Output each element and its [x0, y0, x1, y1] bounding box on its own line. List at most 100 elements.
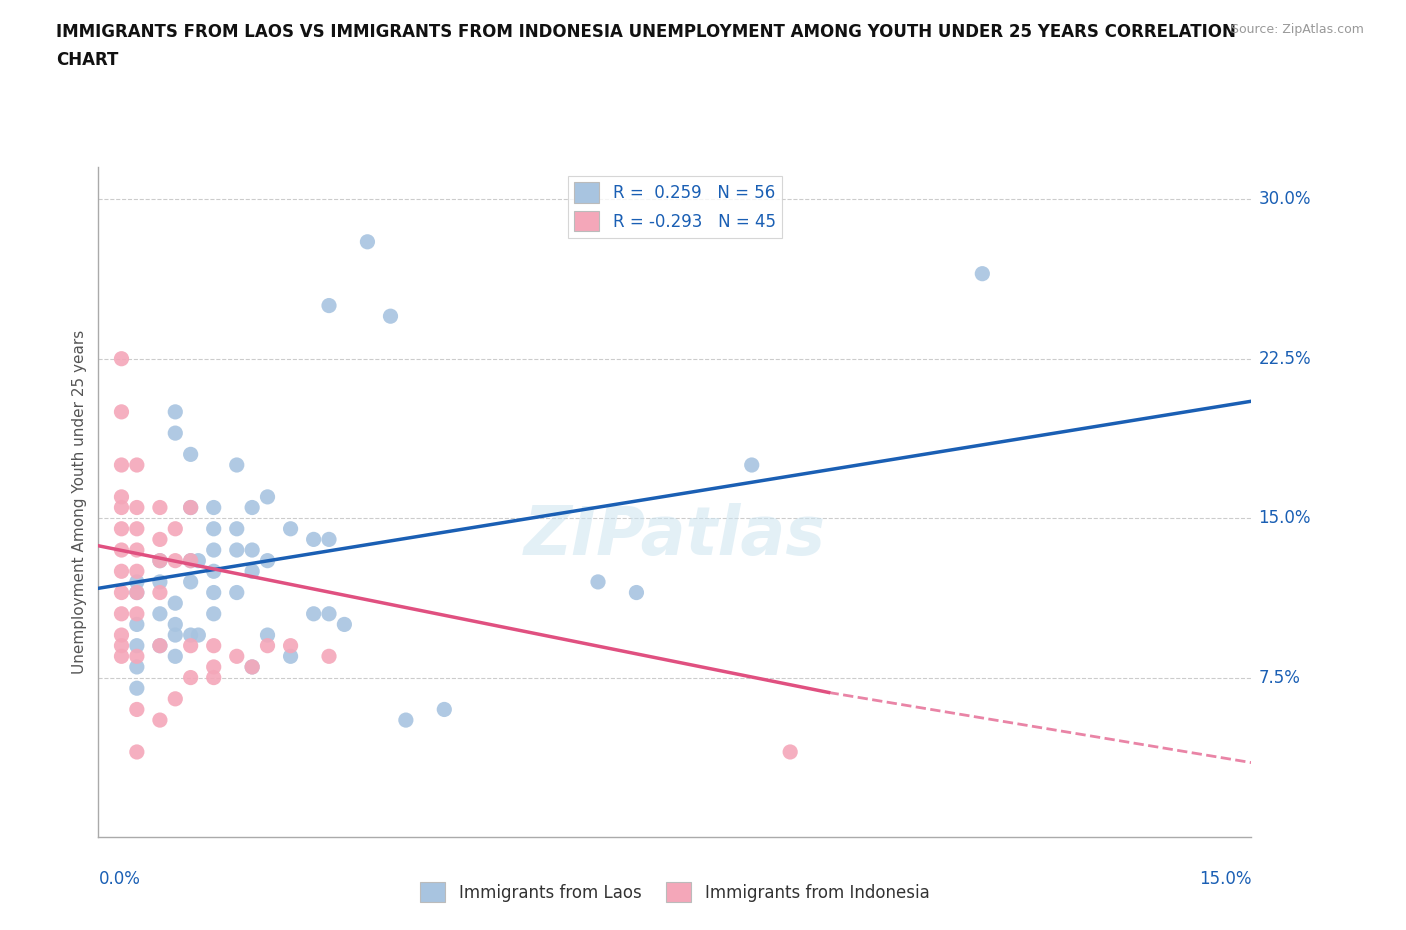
Point — [180, 628, 202, 643]
Point — [165, 522, 187, 537]
Point — [125, 500, 148, 515]
Point — [302, 532, 325, 547]
Point — [110, 564, 132, 578]
Point — [586, 575, 609, 590]
Point — [202, 500, 225, 515]
Text: 15.0%: 15.0% — [1258, 509, 1310, 527]
Point — [333, 617, 356, 631]
Point — [125, 564, 148, 578]
Point — [240, 659, 263, 674]
Point — [187, 553, 209, 568]
Point — [110, 585, 132, 600]
Point — [318, 649, 340, 664]
Point — [972, 266, 994, 281]
Text: 7.5%: 7.5% — [1258, 669, 1301, 686]
Point — [280, 522, 302, 537]
Text: 30.0%: 30.0% — [1258, 191, 1310, 208]
Point — [626, 585, 648, 600]
Point — [149, 585, 172, 600]
Point — [110, 638, 132, 653]
Point — [180, 500, 202, 515]
Point — [165, 553, 187, 568]
Point — [225, 585, 247, 600]
Point — [240, 659, 263, 674]
Point — [256, 628, 278, 643]
Point — [180, 575, 202, 590]
Point — [302, 606, 325, 621]
Point — [202, 606, 225, 621]
Point — [187, 628, 209, 643]
Point — [779, 745, 801, 760]
Point — [202, 542, 225, 557]
Point — [202, 585, 225, 600]
Point — [240, 500, 263, 515]
Point — [240, 564, 263, 578]
Point — [110, 489, 132, 504]
Point — [165, 596, 187, 611]
Point — [356, 234, 378, 249]
Point — [256, 489, 278, 504]
Point — [225, 542, 247, 557]
Point — [280, 638, 302, 653]
Point — [149, 606, 172, 621]
Point — [110, 649, 132, 664]
Point — [165, 426, 187, 441]
Point — [125, 585, 148, 600]
Point — [318, 606, 340, 621]
Point — [110, 500, 132, 515]
Point — [125, 681, 148, 696]
Point — [180, 500, 202, 515]
Point — [256, 553, 278, 568]
Point — [125, 458, 148, 472]
Point — [180, 553, 202, 568]
Point — [110, 352, 132, 366]
Point — [110, 458, 132, 472]
Text: CHART: CHART — [56, 51, 118, 69]
Point — [125, 659, 148, 674]
Point — [125, 585, 148, 600]
Point — [202, 671, 225, 685]
Point — [125, 702, 148, 717]
Text: Source: ZipAtlas.com: Source: ZipAtlas.com — [1230, 23, 1364, 36]
Point — [202, 659, 225, 674]
Text: 0.0%: 0.0% — [98, 870, 141, 887]
Text: ZIPatlas: ZIPatlas — [524, 503, 825, 568]
Point — [110, 522, 132, 537]
Point — [180, 447, 202, 462]
Point — [149, 712, 172, 727]
Point — [202, 522, 225, 537]
Point — [256, 638, 278, 653]
Point — [202, 564, 225, 578]
Point — [240, 542, 263, 557]
Point — [125, 575, 148, 590]
Point — [165, 691, 187, 706]
Point — [280, 649, 302, 664]
Point — [149, 575, 172, 590]
Point — [125, 617, 148, 631]
Point — [202, 638, 225, 653]
Point — [125, 638, 148, 653]
Point — [149, 638, 172, 653]
Point — [125, 542, 148, 557]
Point — [110, 628, 132, 643]
Point — [149, 553, 172, 568]
Point — [165, 617, 187, 631]
Point — [225, 649, 247, 664]
Point — [165, 628, 187, 643]
Point — [741, 458, 763, 472]
Point — [110, 606, 132, 621]
Point — [149, 532, 172, 547]
Point — [149, 553, 172, 568]
Text: IMMIGRANTS FROM LAOS VS IMMIGRANTS FROM INDONESIA UNEMPLOYMENT AMONG YOUTH UNDER: IMMIGRANTS FROM LAOS VS IMMIGRANTS FROM … — [56, 23, 1236, 41]
Point — [380, 309, 402, 324]
Text: 15.0%: 15.0% — [1199, 870, 1251, 887]
Point — [180, 671, 202, 685]
Point — [110, 542, 132, 557]
Point — [433, 702, 456, 717]
Point — [149, 500, 172, 515]
Y-axis label: Unemployment Among Youth under 25 years: Unemployment Among Youth under 25 years — [72, 330, 87, 674]
Point — [125, 649, 148, 664]
Point — [180, 638, 202, 653]
Point — [110, 405, 132, 419]
Point — [180, 553, 202, 568]
